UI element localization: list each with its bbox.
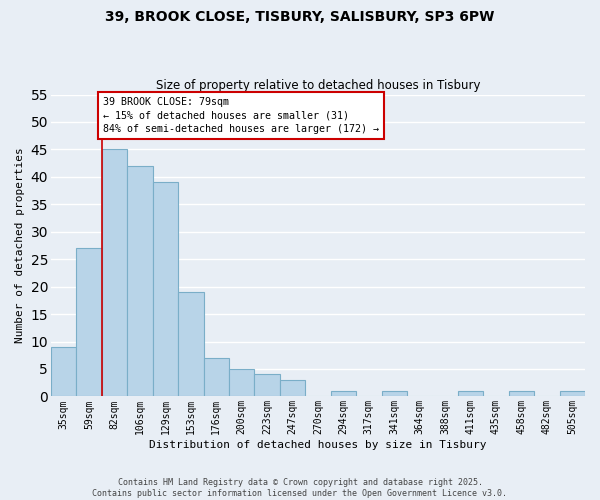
Bar (458, 391, 483, 396)
X-axis label: Distribution of detached houses by size in Tisbury: Distribution of detached houses by size … (149, 440, 487, 450)
Bar (560, 391, 585, 396)
Bar (229, 369, 254, 396)
Bar (152, 182, 178, 396)
Bar (331, 391, 356, 396)
Bar (203, 358, 229, 397)
Bar (254, 374, 280, 396)
Bar (127, 166, 152, 396)
Bar (51, 347, 76, 397)
Y-axis label: Number of detached properties: Number of detached properties (15, 148, 25, 344)
Bar (76, 248, 102, 396)
Bar (509, 391, 534, 396)
Bar (178, 292, 203, 397)
Title: Size of property relative to detached houses in Tisbury: Size of property relative to detached ho… (156, 79, 480, 92)
Text: 39 BROOK CLOSE: 79sqm
← 15% of detached houses are smaller (31)
84% of semi-deta: 39 BROOK CLOSE: 79sqm ← 15% of detached … (103, 98, 379, 134)
Bar (102, 150, 127, 396)
Bar (280, 380, 305, 396)
Bar (382, 391, 407, 396)
Text: Contains HM Land Registry data © Crown copyright and database right 2025.
Contai: Contains HM Land Registry data © Crown c… (92, 478, 508, 498)
Text: 39, BROOK CLOSE, TISBURY, SALISBURY, SP3 6PW: 39, BROOK CLOSE, TISBURY, SALISBURY, SP3… (106, 10, 494, 24)
